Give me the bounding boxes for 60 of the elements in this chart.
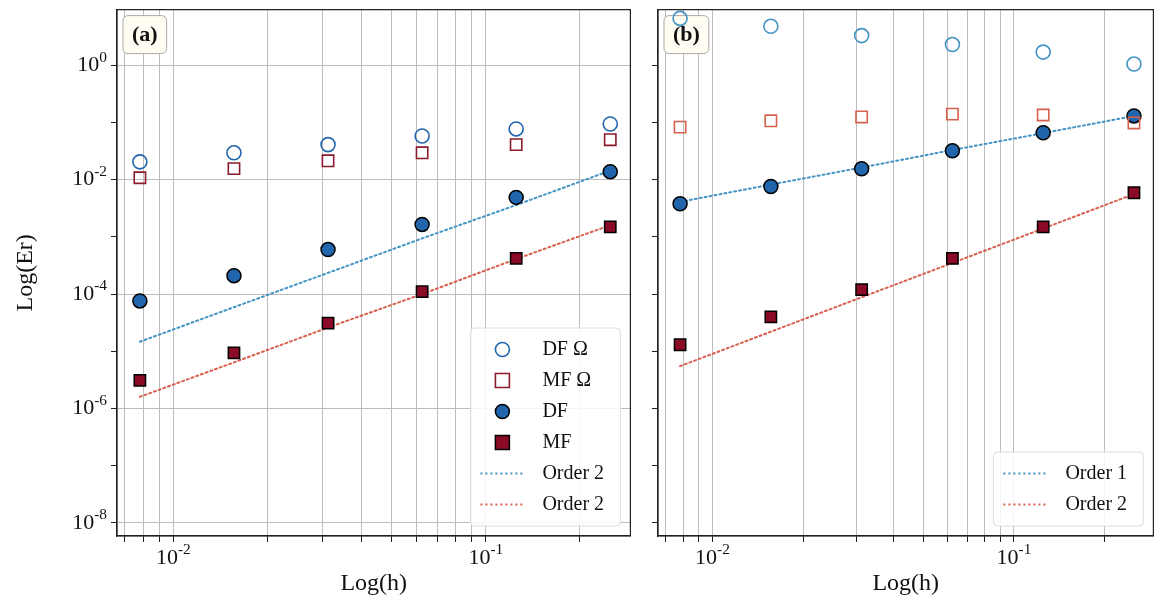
point <box>603 133 617 147</box>
point <box>853 161 870 177</box>
point <box>132 154 148 170</box>
point <box>672 10 688 27</box>
point <box>509 138 523 152</box>
annotation: (a) <box>132 21 158 47</box>
point <box>320 241 336 258</box>
legend-label: MF Ω <box>542 367 592 390</box>
point <box>763 178 779 195</box>
point <box>320 136 336 153</box>
point <box>226 267 242 284</box>
point <box>414 128 430 144</box>
point <box>672 195 688 212</box>
point <box>509 252 523 265</box>
point <box>415 285 429 299</box>
point <box>764 114 778 128</box>
point <box>132 293 148 309</box>
point <box>508 121 524 137</box>
x-axis-title: Log(h) <box>340 569 408 596</box>
point <box>764 310 778 324</box>
point <box>1036 108 1050 122</box>
point <box>763 18 779 35</box>
point <box>603 220 617 234</box>
point <box>673 120 687 134</box>
legend-label: Order 1 <box>1065 460 1128 483</box>
point <box>855 283 869 296</box>
point <box>855 110 869 124</box>
point <box>946 252 959 265</box>
legend-label: MF <box>542 429 572 452</box>
point <box>945 107 959 121</box>
legend-label: Order 2 <box>542 491 605 514</box>
point <box>227 162 241 176</box>
point <box>1035 44 1051 60</box>
point <box>944 143 961 159</box>
point <box>133 171 147 185</box>
point <box>1036 220 1050 234</box>
point <box>1126 56 1142 72</box>
x-axis-title: Log(h) <box>872 569 940 596</box>
y-axis-title: Log(Er) <box>11 234 38 312</box>
point <box>321 316 335 330</box>
legend-label: Order 2 <box>542 460 605 483</box>
point <box>673 338 687 352</box>
point <box>944 36 961 53</box>
point <box>602 163 619 180</box>
point <box>227 346 241 360</box>
point <box>415 146 429 160</box>
legend-label: Order 2 <box>1065 491 1128 514</box>
legend-label: DF <box>542 398 568 421</box>
point <box>414 216 430 233</box>
point <box>1127 186 1141 200</box>
point <box>226 145 242 161</box>
point <box>133 373 147 387</box>
legend-label: DF Ω <box>542 336 588 359</box>
point <box>1127 116 1141 130</box>
point <box>853 27 870 44</box>
point <box>508 189 524 206</box>
point <box>602 116 619 132</box>
point <box>321 154 335 168</box>
point <box>1035 125 1051 141</box>
annotation: (b) <box>673 21 700 47</box>
